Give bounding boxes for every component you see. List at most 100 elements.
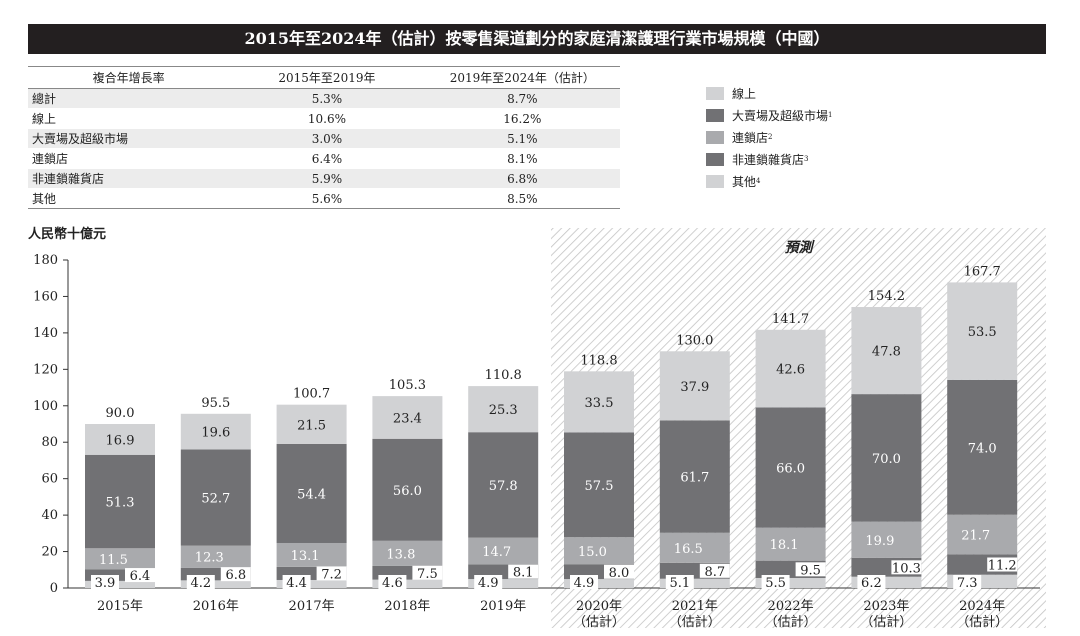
- bar-segment: [851, 307, 922, 395]
- y-tick-label: 180: [33, 253, 58, 268]
- bar-segment: [468, 386, 539, 433]
- segment-label: 8.0: [609, 566, 630, 581]
- x-tick-note: （估計）: [860, 614, 912, 630]
- legend-swatch: [706, 86, 724, 100]
- bar-segment: [372, 438, 443, 541]
- legend-swatch: [706, 130, 724, 144]
- bar-segment: [372, 396, 443, 439]
- forecast-label: 預測: [785, 239, 816, 256]
- cagr-value: 6.4%: [229, 148, 425, 169]
- segment-label: 14.7: [482, 545, 511, 560]
- bar-segment: [755, 577, 826, 588]
- segment-label: 19.9: [865, 534, 894, 549]
- cagr-row: 總計 5.3% 8.7%: [28, 88, 620, 109]
- segment-label: 6.4: [130, 569, 151, 584]
- small-label-box: [953, 575, 982, 589]
- segment-label: 5.5: [765, 576, 786, 591]
- segment-label: 9.5: [800, 563, 821, 578]
- bar-segment: [659, 351, 730, 421]
- small-label-box: [570, 575, 598, 589]
- bar-segment: [276, 404, 347, 444]
- segment-label: 7.3: [957, 576, 978, 591]
- cagr-header-label: 複合年增長率: [28, 66, 230, 89]
- legend-swatch: [706, 108, 724, 122]
- bar-segment: [85, 569, 155, 581]
- total-label: 154.2: [868, 289, 905, 304]
- bar-segment: [85, 454, 155, 549]
- cagr-value: 6.8%: [424, 168, 620, 189]
- y-tick-label: 20: [41, 545, 58, 560]
- bar-segment: [755, 527, 826, 561]
- segment-label: 3.9: [95, 576, 116, 591]
- cagr-row: 非連鎖雜貨店 5.9% 6.8%: [28, 168, 620, 189]
- bar-segment: [564, 537, 634, 565]
- x-tick-label: 2022年: [768, 599, 814, 614]
- total-label: 118.8: [580, 353, 617, 368]
- segment-label: 61.7: [680, 471, 709, 486]
- bar-segment: [564, 432, 634, 538]
- cagr-header-2019-2024: 2019年至2024年（估計）: [424, 66, 620, 89]
- bar-segment: [659, 420, 730, 533]
- cagr-row-label: 總計: [28, 88, 230, 109]
- legend-label: 線上: [732, 86, 757, 101]
- legend-label: 非連鎖雜貨店: [732, 152, 805, 167]
- legend-item: 其他 4: [706, 170, 832, 192]
- x-tick-label: 2019年: [480, 599, 526, 614]
- cagr-row-label: 連鎖店: [28, 148, 230, 169]
- y-tick-label: 160: [33, 289, 58, 304]
- segment-label: 42.6: [776, 363, 805, 378]
- bar-segment: [851, 576, 922, 588]
- bar-segment: [180, 580, 251, 588]
- cagr-value: 5.3%: [229, 88, 425, 109]
- small-label-box: [699, 563, 730, 578]
- x-tick-note: （估計）: [573, 614, 625, 630]
- segment-label: 66.0: [776, 462, 805, 477]
- segment-label: 10.3: [892, 561, 921, 576]
- segment-label: 19.6: [201, 426, 230, 441]
- segment-label: 6.8: [225, 568, 246, 583]
- small-label-box: [220, 567, 251, 582]
- footnote-marker: 4: [756, 177, 761, 185]
- total-label: 110.8: [485, 368, 522, 383]
- segment-label: 15.0: [578, 545, 607, 560]
- x-tick-label: 2018年: [384, 599, 430, 614]
- bar-segment: [564, 371, 634, 433]
- small-label-box: [604, 564, 634, 579]
- segment-label: 4.2: [190, 576, 211, 591]
- x-tick-label: 2023年: [863, 599, 909, 614]
- x-tick-note: （估計）: [956, 614, 1008, 630]
- segment-label: 8.7: [704, 565, 725, 580]
- x-tick-label: 2016年: [193, 599, 239, 614]
- footnote-marker: 2: [768, 133, 773, 141]
- segment-label: 25.3: [489, 403, 518, 418]
- bar-segment: [85, 548, 155, 570]
- cagr-value: 5.1%: [424, 128, 620, 149]
- segment-label: 11.5: [99, 553, 128, 568]
- cagr-value: 8.1%: [424, 148, 620, 169]
- x-tick-label: 2020年: [576, 599, 622, 614]
- total-label: 141.7: [772, 312, 809, 327]
- bar-segment: [659, 578, 730, 588]
- cagr-value: 8.7%: [424, 88, 620, 109]
- bar-segment: [372, 579, 443, 588]
- x-tick-label: 2015年: [97, 599, 143, 614]
- bar-segment: [180, 545, 251, 568]
- segment-label: 16.5: [674, 542, 703, 557]
- legend-item: 連鎖店 2: [706, 126, 832, 148]
- segment-label: 16.9: [106, 433, 135, 448]
- small-label-box: [186, 575, 215, 589]
- segment-label: 74.0: [968, 441, 997, 456]
- chart-title: 2015年至2024年（估計）按零售渠道劃分的家庭清潔護理行業市場規模（中國）: [28, 24, 1046, 54]
- y-axis-title: 人民幣十億元: [28, 226, 106, 242]
- bar-segment: [947, 282, 1018, 380]
- legend-item: 線上: [706, 82, 832, 104]
- legend: 線上 大賣場及超級市場 1 連鎖店 2 非連鎖雜貨店 3 其他 4: [706, 82, 832, 192]
- segment-label: 56.0: [393, 484, 422, 499]
- bar-segment: [851, 521, 922, 558]
- small-label-box: [474, 575, 503, 589]
- cagr-value: 10.6%: [229, 108, 425, 129]
- cagr-row-label: 大賣場及超級市場: [28, 128, 230, 149]
- cagr-row: 線上 10.6% 16.2%: [28, 108, 620, 129]
- legend-label: 大賣場及超級市場: [732, 108, 829, 123]
